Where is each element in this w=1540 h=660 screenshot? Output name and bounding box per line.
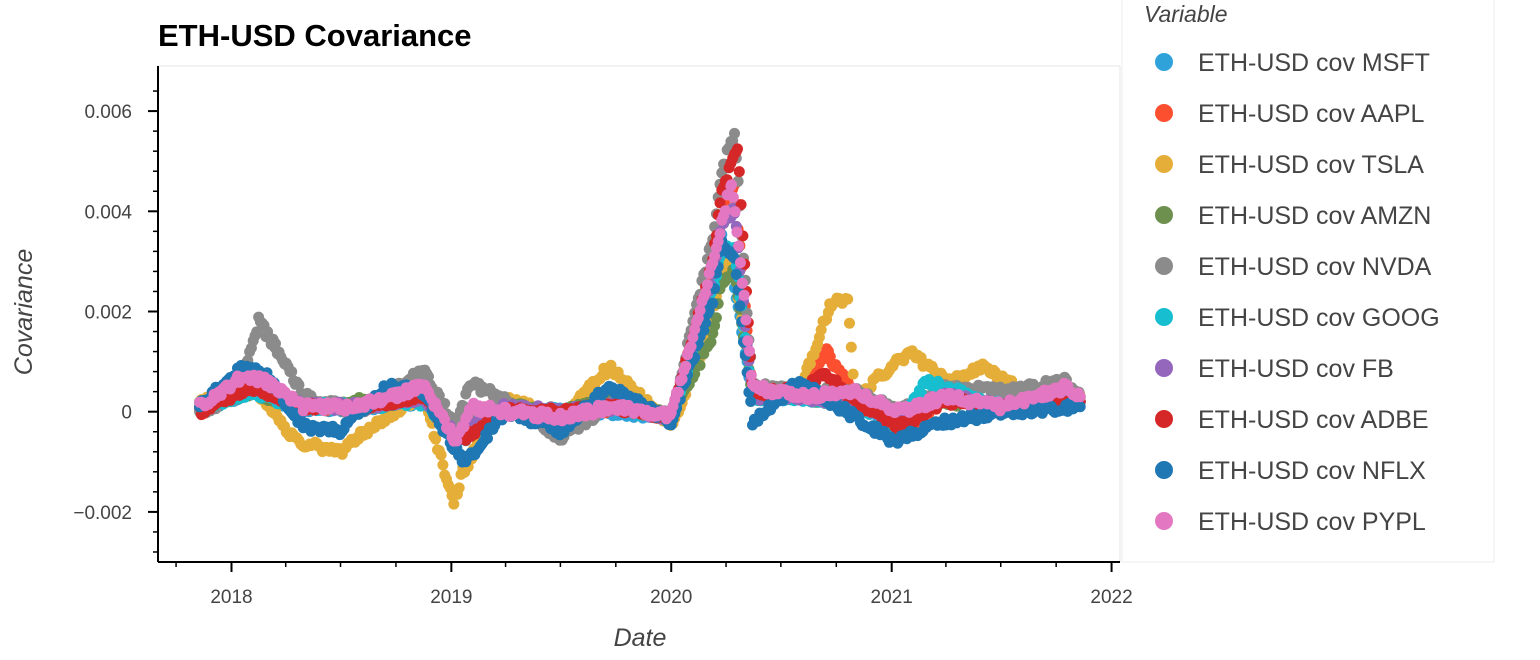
data-point — [815, 324, 827, 336]
data-point — [439, 414, 451, 425]
data-point — [730, 269, 742, 280]
data-point — [448, 498, 460, 510]
data-point — [714, 197, 726, 209]
data-point — [293, 379, 305, 391]
x-tick-label: 2021 — [871, 587, 913, 608]
data-point — [251, 326, 263, 338]
x-tick-label: 2022 — [1090, 587, 1132, 608]
data-point — [847, 368, 859, 380]
data-point — [731, 226, 743, 238]
data-point — [729, 127, 740, 139]
data-point — [735, 257, 746, 269]
data-point — [744, 345, 755, 357]
data-point — [680, 360, 692, 372]
x-axis: 2018 2019 2020 2021 2022 — [158, 561, 1133, 608]
data-point — [694, 304, 706, 316]
x-tick-label: 2018 — [210, 587, 252, 608]
y-tick-label: 0.004 — [84, 202, 132, 223]
data-point — [745, 369, 757, 381]
data-point — [736, 277, 748, 289]
data-point — [673, 386, 684, 398]
data-point — [286, 366, 298, 378]
data-point — [423, 371, 434, 382]
data-points — [194, 127, 1086, 510]
data-point — [685, 341, 697, 352]
data-point — [719, 205, 731, 217]
x-tick-label: 2019 — [430, 587, 472, 608]
y-tick-label: 0.006 — [84, 102, 132, 123]
data-point — [710, 312, 722, 324]
data-point — [842, 293, 854, 305]
data-point — [705, 336, 717, 348]
data-point — [430, 433, 442, 445]
data-point — [915, 387, 927, 399]
data-point — [729, 206, 741, 218]
data-point — [482, 432, 493, 444]
data-point — [727, 191, 739, 203]
data-point — [804, 358, 816, 370]
data-point — [738, 289, 750, 301]
data-point — [444, 422, 456, 434]
data-point — [437, 459, 449, 471]
data-point — [745, 396, 757, 407]
data-point — [734, 300, 746, 312]
x-tick-label: 2020 — [650, 587, 692, 608]
data-point — [701, 279, 713, 291]
y-tick-label: −0.002 — [73, 503, 132, 524]
series-eth-usd-cov-pypl — [194, 179, 1086, 447]
data-point — [676, 373, 688, 385]
data-point — [733, 166, 745, 178]
data-point — [844, 317, 855, 329]
data-point — [740, 314, 752, 326]
data-point — [733, 240, 745, 252]
y-tick-label: 0.002 — [84, 302, 132, 323]
data-point — [845, 341, 857, 353]
data-point — [270, 338, 281, 349]
y-axis: −0.002 0 0.002 0.004 0.006 — [73, 66, 159, 562]
data-point — [435, 449, 447, 461]
y-tick-label: 0 — [121, 403, 132, 424]
data-point — [726, 179, 737, 191]
data-point — [458, 421, 470, 433]
plot-area — [157, 65, 1121, 563]
chart-title: ETH-USD Covariance — [158, 18, 472, 53]
data-point — [742, 335, 754, 347]
data-point — [453, 482, 465, 494]
data-point — [732, 143, 743, 155]
data-point — [1074, 401, 1086, 413]
data-point — [714, 228, 726, 240]
data-point — [707, 297, 719, 309]
